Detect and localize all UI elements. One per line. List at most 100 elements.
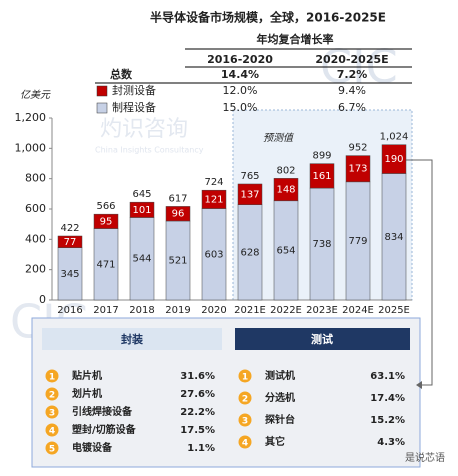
segment-label: 471 bbox=[96, 259, 115, 270]
panel-title: 测试 bbox=[311, 332, 333, 346]
total-label: 724 bbox=[204, 177, 223, 188]
total-label: 422 bbox=[60, 223, 79, 234]
segment-label: 544 bbox=[132, 254, 151, 265]
rank-number: 4 bbox=[49, 427, 55, 437]
item-name: 电镀设备 bbox=[72, 441, 113, 454]
bar-segment bbox=[201, 208, 227, 301]
item-share: 1.1% bbox=[187, 443, 215, 454]
segment-label: 77 bbox=[64, 237, 77, 248]
item-share: 17.4% bbox=[370, 393, 405, 404]
segment-label: 137 bbox=[240, 189, 259, 200]
rank-badge bbox=[238, 413, 252, 427]
segment-label: 628 bbox=[240, 247, 259, 258]
table-cell: 14.4% bbox=[221, 68, 259, 81]
y-tick-label: 1,200 bbox=[15, 111, 47, 124]
y-tick-label: 600 bbox=[25, 202, 46, 215]
item-name: 塑封/切筋设备 bbox=[72, 423, 137, 436]
x-tick-label: 2019 bbox=[165, 305, 190, 316]
credit: 是说芯语 bbox=[405, 451, 445, 464]
y-axis-label: 亿美元 bbox=[20, 89, 51, 101]
bar-segment bbox=[345, 181, 371, 301]
rank-badge bbox=[238, 369, 252, 383]
x-tick-label: 2016 bbox=[57, 305, 82, 316]
segment-label: 779 bbox=[348, 236, 367, 247]
table-header: 年均复合增长率 bbox=[257, 32, 334, 46]
y-tick-label: 200 bbox=[25, 263, 46, 276]
total-label: 566 bbox=[96, 201, 115, 212]
watermark: 灼识咨询 bbox=[100, 117, 188, 142]
item-share: 63.1% bbox=[370, 371, 405, 382]
rank-number: 3 bbox=[49, 409, 55, 419]
panel-header bbox=[42, 328, 222, 350]
total-label: 899 bbox=[312, 151, 331, 162]
bar-segment bbox=[237, 183, 263, 206]
forecast-label: 预测值 bbox=[263, 132, 295, 144]
column-header: 2016-2020 bbox=[207, 53, 273, 66]
x-tick-label: 2023E bbox=[306, 305, 338, 316]
x-tick-label: 2020 bbox=[201, 305, 226, 316]
rank-badge bbox=[45, 369, 59, 383]
segment-label: 834 bbox=[384, 232, 403, 243]
x-tick-label: 2024E bbox=[342, 305, 374, 316]
bar-segment bbox=[381, 144, 407, 174]
watermark: China Insights Consultancy bbox=[95, 146, 204, 155]
bar-segment bbox=[309, 187, 335, 301]
arrow-head bbox=[416, 381, 422, 389]
bar-segment bbox=[165, 220, 191, 301]
table-cell: 12.0% bbox=[223, 84, 258, 97]
rank-number: 5 bbox=[49, 445, 55, 455]
item-name: 探针台 bbox=[265, 413, 295, 426]
segment-label: 654 bbox=[276, 245, 295, 256]
rank-badge bbox=[45, 405, 59, 419]
segment-label: 161 bbox=[312, 171, 331, 182]
item-name: 贴片机 bbox=[71, 369, 102, 382]
rank-badge bbox=[238, 435, 252, 449]
rank-badge bbox=[45, 423, 59, 437]
x-tick-label: 2022E bbox=[270, 305, 302, 316]
bar-segment bbox=[309, 163, 335, 189]
segment-label: 190 bbox=[384, 154, 403, 165]
legend-swatch bbox=[96, 102, 108, 114]
table-cell: 6.7% bbox=[338, 101, 366, 114]
legend-label: 制程设备 bbox=[112, 100, 156, 114]
bar-segment bbox=[381, 173, 407, 301]
rank-number: 1 bbox=[242, 373, 248, 383]
total-label: 617 bbox=[168, 193, 187, 204]
rank-number: 4 bbox=[242, 439, 248, 449]
bar-segment bbox=[273, 200, 299, 301]
table-cell: 15.0% bbox=[223, 101, 258, 114]
x-tick-label: 2017 bbox=[93, 305, 118, 316]
rank-number: 1 bbox=[49, 373, 55, 383]
rank-badge bbox=[238, 391, 252, 405]
item-share: 22.2% bbox=[180, 407, 215, 418]
bar-segment bbox=[129, 217, 155, 301]
rank-badge bbox=[45, 387, 59, 401]
rank-badge bbox=[45, 441, 59, 455]
segment-label: 521 bbox=[168, 255, 187, 266]
bar-segment bbox=[57, 247, 83, 301]
bar-segment bbox=[345, 155, 371, 183]
panel-header bbox=[235, 328, 410, 350]
table-cell: 7.2% bbox=[337, 68, 368, 81]
legend-swatch bbox=[96, 85, 108, 97]
bar-segment bbox=[93, 213, 119, 229]
connector-arrow bbox=[405, 159, 433, 386]
y-tick-label: 0 bbox=[39, 293, 46, 306]
segment-label: 603 bbox=[204, 249, 223, 260]
bar-segment bbox=[93, 228, 119, 301]
total-label: 1,024 bbox=[380, 132, 409, 143]
total-label: 802 bbox=[276, 165, 295, 176]
bar-segment bbox=[237, 204, 263, 301]
item-name: 其它 bbox=[265, 435, 285, 448]
x-tick-label: 2018 bbox=[129, 305, 154, 316]
rank-number: 2 bbox=[242, 395, 248, 405]
item-share: 31.6% bbox=[180, 371, 215, 382]
y-tick-label: 1,000 bbox=[15, 141, 47, 154]
item-name: 引线焊接设备 bbox=[72, 405, 133, 418]
bar-segment bbox=[165, 206, 191, 222]
segment-label: 101 bbox=[132, 205, 151, 216]
bar-segment bbox=[129, 201, 155, 218]
item-name: 测试机 bbox=[265, 369, 295, 382]
total-label: 765 bbox=[240, 171, 259, 182]
